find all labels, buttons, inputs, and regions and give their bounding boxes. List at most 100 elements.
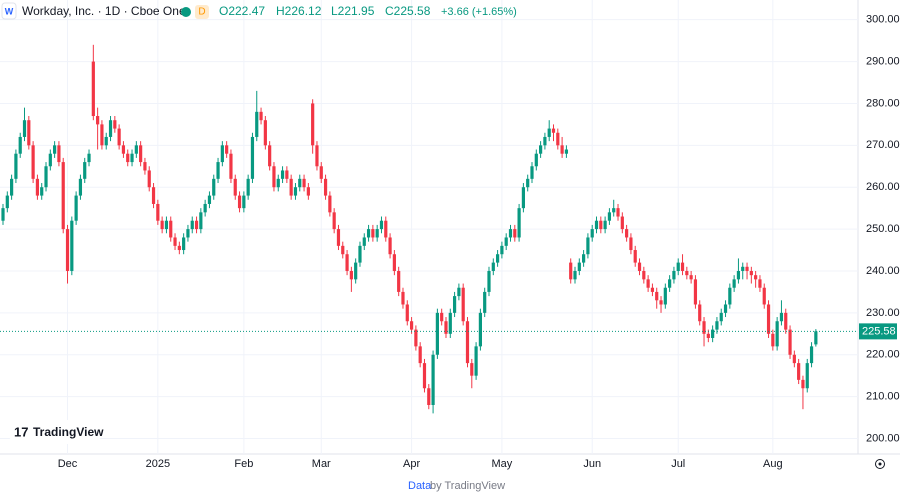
candle-body <box>65 229 70 271</box>
candle-body <box>298 178 302 188</box>
candle-body <box>401 291 405 305</box>
x-tick-label: Mar <box>312 458 331 470</box>
candle-body <box>366 229 371 238</box>
candle-body <box>409 321 414 330</box>
candle-body <box>130 153 134 163</box>
candle-body <box>483 291 487 313</box>
candle-body <box>534 153 538 167</box>
candle-body <box>693 279 698 305</box>
candle-body <box>616 208 620 217</box>
candle-body <box>470 363 474 376</box>
candle-body <box>349 270 353 280</box>
candle-body <box>629 237 633 251</box>
change: +3.66 (+1.65%) <box>441 6 517 18</box>
candle-body <box>508 229 513 238</box>
candle-body <box>422 363 427 389</box>
candle-body <box>285 170 289 179</box>
candle-body <box>620 216 624 230</box>
candle-body <box>792 354 796 364</box>
candle-body <box>689 275 693 280</box>
settings-icon[interactable] <box>875 459 885 469</box>
candle-body <box>440 312 444 322</box>
x-tick-label: Jul <box>671 458 685 470</box>
candle-body <box>379 220 384 230</box>
logo[interactable]: TradingView <box>33 425 104 439</box>
candle-body <box>405 304 409 322</box>
candle-body <box>564 149 569 154</box>
candle-body <box>775 321 779 347</box>
candle-body <box>414 329 418 347</box>
candle-body <box>745 266 749 271</box>
candle-body <box>788 329 792 355</box>
candle-body <box>435 312 439 355</box>
candle-body <box>573 270 577 280</box>
candle-body <box>418 346 422 364</box>
candle-body <box>590 229 594 238</box>
y-tick-label: 280.00 <box>866 97 900 109</box>
candle-body <box>315 145 319 167</box>
candle-body <box>194 220 199 230</box>
candle-body <box>728 287 732 305</box>
footer-link[interactable]: Data <box>408 480 432 492</box>
candle-body <box>663 287 667 305</box>
y-tick-label: 300.00 <box>866 14 900 26</box>
candle-body <box>362 237 366 246</box>
candle-body <box>147 170 151 188</box>
logo-mark: 17 <box>14 424 28 439</box>
candle-body <box>358 245 362 263</box>
candle-body <box>246 178 250 196</box>
candle-body <box>457 287 461 297</box>
y-tick-label: 200.00 <box>866 432 900 444</box>
symbol-icon-letter: W <box>5 6 14 16</box>
candle-body <box>14 153 18 179</box>
candle-body <box>272 166 276 188</box>
candle-body <box>500 245 504 255</box>
candle-body <box>70 220 74 271</box>
candle-body <box>749 270 753 276</box>
candle-body <box>612 208 616 213</box>
candle-body <box>513 229 517 238</box>
candle-body <box>336 229 341 246</box>
x-tick-label: 2025 <box>146 458 170 470</box>
candle-body <box>637 262 642 271</box>
candle-body <box>779 312 784 322</box>
candle-body <box>569 262 573 280</box>
candle-body <box>18 136 22 154</box>
candle-body <box>345 254 349 271</box>
candle-body <box>100 124 104 146</box>
candle-body <box>311 103 315 146</box>
candle-body <box>160 220 164 230</box>
candle-body <box>702 321 706 334</box>
candle-body <box>556 132 560 146</box>
candle-body <box>53 145 57 154</box>
x-tick-label: May <box>492 458 513 470</box>
candle-body <box>680 262 685 271</box>
candle-body <box>547 128 551 137</box>
candle-body <box>655 291 659 301</box>
candle-body <box>293 187 298 196</box>
candle-body <box>182 237 186 251</box>
candle-body <box>530 166 534 179</box>
candle-body <box>676 262 680 271</box>
candle-body <box>758 279 762 288</box>
candle-body <box>659 300 663 305</box>
logo-bg <box>8 420 102 444</box>
candle-body <box>809 346 814 364</box>
candle-body <box>642 270 646 280</box>
candle-body <box>134 145 138 154</box>
x-tick-label: Aug <box>763 458 783 470</box>
candle-body <box>543 136 547 146</box>
candle-body <box>255 111 259 137</box>
candle-body <box>698 304 702 322</box>
x-tick-label: Dec <box>58 458 78 470</box>
x-tick-label: Apr <box>403 458 420 470</box>
candle-body <box>526 178 530 188</box>
candle-body <box>754 275 758 280</box>
candle-body <box>465 321 470 364</box>
candle-body <box>577 262 581 271</box>
candle-body <box>319 166 323 179</box>
candle-body <box>474 346 478 376</box>
candle-body <box>302 178 306 188</box>
candle-body <box>732 279 736 288</box>
